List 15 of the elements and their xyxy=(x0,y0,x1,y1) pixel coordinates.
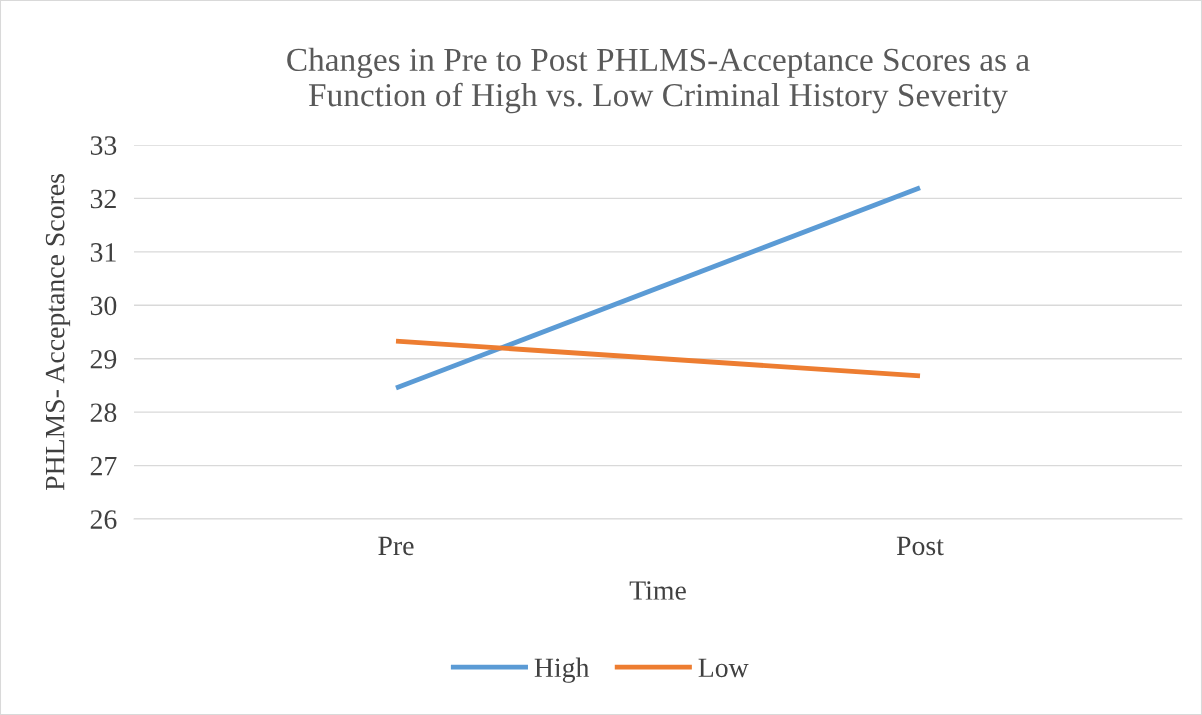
chart-title: Changes in Pre to Post PHLMS-Acceptance Scores as a Function of High vs. Low Criminal History Severity xyxy=(287,47,1030,114)
x-axis-title: Time xyxy=(629,581,686,600)
y-tick-label: 26 xyxy=(90,510,117,529)
y-tick-label: 28 xyxy=(90,403,117,423)
y-axis-title: PHLMS- Acceptance Scores xyxy=(45,174,71,491)
y-tick-label: 30 xyxy=(90,296,117,316)
x-tick-label: Pre xyxy=(378,536,414,556)
y-tick-label: 29 xyxy=(90,349,117,369)
y-tick-label: 33 xyxy=(90,136,117,155)
y-tick-label: 27 xyxy=(90,456,117,476)
x-tick-label: Post xyxy=(896,536,944,556)
legend-label: Low xyxy=(698,658,749,678)
y-tick-label: 32 xyxy=(90,189,116,209)
legend-label: High xyxy=(534,657,590,683)
y-tick-label: 31 xyxy=(90,243,116,262)
